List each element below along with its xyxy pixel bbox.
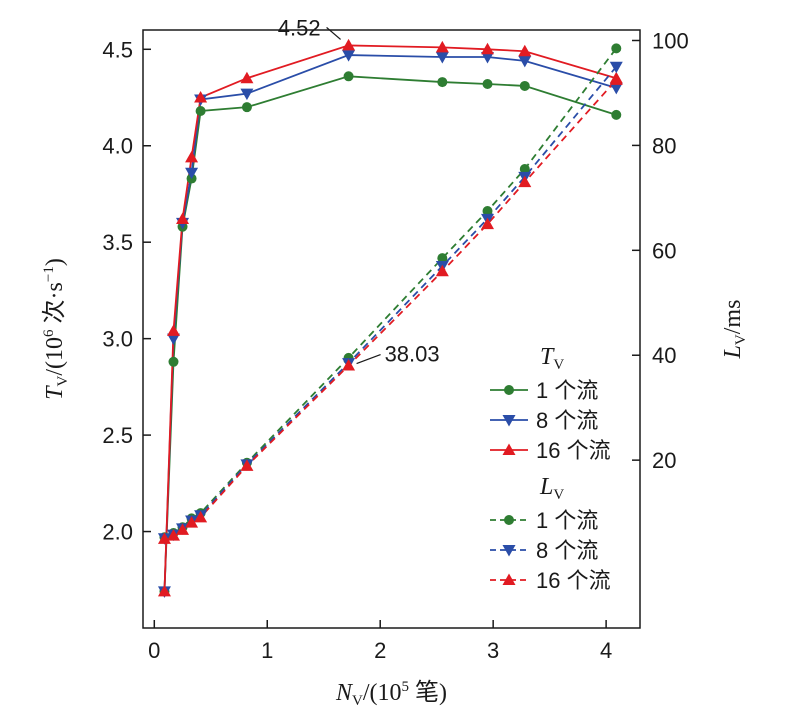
data-point-T-1 xyxy=(518,55,532,68)
x-tick-label: 1 xyxy=(261,638,273,663)
data-point-T-2 xyxy=(157,584,171,597)
legend-marker xyxy=(504,515,514,525)
annotation-label: 38.03 xyxy=(385,342,440,367)
y-left-tick-label: 2.0 xyxy=(102,520,133,545)
data-point-L-3 xyxy=(482,205,493,216)
data-point-L-5 xyxy=(481,217,495,230)
y-right-tick-label: 20 xyxy=(652,448,676,473)
x-tick-label: 0 xyxy=(148,638,160,663)
data-point-T-2 xyxy=(481,42,495,55)
data-point-T-1 xyxy=(609,82,623,95)
series-line-L-5 xyxy=(164,79,617,540)
series-line-L-3 xyxy=(164,47,617,539)
x-tick-label: 2 xyxy=(374,638,386,663)
data-point-T-1 xyxy=(435,52,449,64)
data-point-T-1 xyxy=(240,88,254,101)
legend-label: 1 个流 xyxy=(536,378,598,403)
data-point-L-5 xyxy=(176,523,190,535)
y-right-tick-label: 80 xyxy=(652,133,676,158)
data-point-T-0 xyxy=(343,71,354,82)
data-point-T-2 xyxy=(342,38,356,51)
data-point-T-1 xyxy=(342,50,356,62)
x-tick-label: 3 xyxy=(487,638,499,663)
legend-label: 1 个流 xyxy=(536,508,598,533)
data-point-T-2 xyxy=(518,44,532,57)
legend-marker xyxy=(502,545,516,557)
data-point-T-1 xyxy=(185,167,199,180)
data-point-T-0 xyxy=(437,77,448,88)
legend-marker xyxy=(504,385,514,395)
data-point-L-3 xyxy=(611,43,622,54)
data-point-T-1 xyxy=(481,52,495,64)
legend-label: 8 个流 xyxy=(536,408,598,433)
legend-group-title: TV xyxy=(540,344,564,373)
y-left-tick-label: 2.5 xyxy=(102,423,133,448)
data-point-L-5 xyxy=(194,510,208,523)
x-axis-title: NV/(105 笔) xyxy=(335,679,447,709)
data-point-L-5 xyxy=(185,516,199,528)
y-left-tick-label: 4.5 xyxy=(102,37,133,62)
plot-frame xyxy=(142,29,641,629)
annotation-label: 4.52 xyxy=(278,15,321,40)
data-point-L-3 xyxy=(437,253,448,264)
y-right-tick-label: 60 xyxy=(652,238,676,263)
legend-label: 16 个流 xyxy=(536,438,611,463)
data-point-T-2 xyxy=(240,71,254,84)
data-point-L-5 xyxy=(435,264,449,277)
data-point-L-4 xyxy=(609,61,623,74)
data-point-T-1 xyxy=(166,333,180,346)
data-point-T-0 xyxy=(168,356,179,367)
data-point-L-5 xyxy=(166,529,180,541)
data-point-T-0 xyxy=(611,109,622,120)
data-point-T-0 xyxy=(241,102,252,113)
legend-marker xyxy=(502,443,516,455)
legend-group-title: LV xyxy=(539,474,564,503)
data-point-T-0 xyxy=(482,79,493,90)
legend-marker xyxy=(502,573,516,585)
data-point-L-5 xyxy=(157,532,171,544)
legend-label: 8 个流 xyxy=(536,538,598,563)
data-point-L-5 xyxy=(609,73,623,85)
x-tick-label: 4 xyxy=(600,638,612,663)
legend-label: 16 个流 xyxy=(536,568,611,593)
annotation-leader xyxy=(356,353,381,365)
y-left-tick-label: 4.0 xyxy=(102,134,133,159)
y-right-tick-label: 100 xyxy=(652,28,689,53)
y-left-tick-label: 3.5 xyxy=(102,230,133,255)
data-point-T-2 xyxy=(176,212,190,225)
data-point-L-5 xyxy=(518,175,532,188)
data-point-T-2 xyxy=(185,150,199,163)
y-left-tick-label: 3.0 xyxy=(102,327,133,352)
data-point-L-5 xyxy=(342,359,356,371)
data-point-L-3 xyxy=(519,164,530,175)
y-left-axis-title: TV/(106 次·s−1) xyxy=(41,258,71,400)
data-point-T-2 xyxy=(435,40,449,53)
data-point-L-5 xyxy=(240,459,254,471)
y-right-tick-label: 40 xyxy=(652,343,676,368)
data-point-T-0 xyxy=(195,106,206,117)
legend-marker xyxy=(502,415,516,427)
data-point-T-2 xyxy=(166,324,180,336)
data-point-T-0 xyxy=(519,80,530,91)
y-right-axis-title: LV/ms xyxy=(720,300,749,360)
annotation-leader xyxy=(326,26,342,40)
data-point-T-2 xyxy=(194,91,208,103)
